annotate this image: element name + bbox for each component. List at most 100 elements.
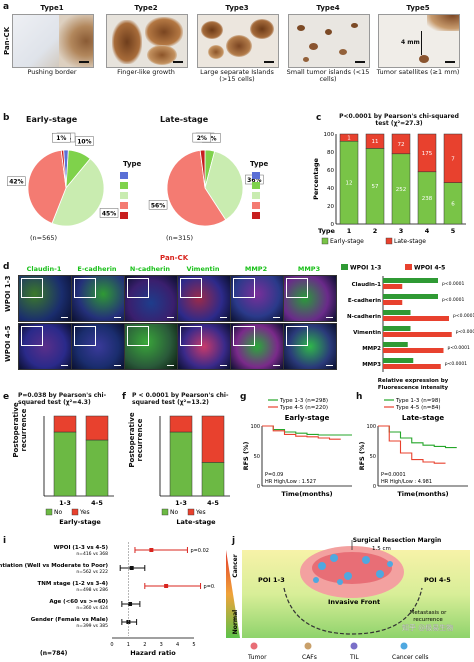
i-row-n-2: n=498 vs 286	[76, 587, 108, 593]
early-pie-pct-label-3: 45%	[102, 210, 116, 217]
caption-type4: Small tumor islands (<15 cells)	[286, 68, 370, 84]
c-y-tick: 80	[327, 150, 334, 156]
late-legend-swatch-3	[252, 192, 260, 199]
c-y-tick: 60	[327, 168, 334, 174]
i-point-0	[149, 548, 154, 552]
h-stat-2: HR High/Low : 4.981	[381, 479, 432, 485]
legend-cancer-cells-icon	[400, 642, 408, 650]
d-cat-label-2: N-cadherin	[347, 314, 381, 320]
scale-bar	[61, 316, 68, 318]
e-bar-no-1	[85, 439, 109, 497]
panel-f-title-line1: P < 0.0001 by Pearson's chi-	[132, 392, 229, 399]
d-bar-wpoi13-1	[383, 294, 438, 299]
panel-e-title: P=0.038 by Pearson's chi- squared test (…	[18, 392, 118, 406]
panel-label-g: g	[240, 392, 247, 402]
fluorescence-image-r2-c5	[230, 323, 284, 370]
late-pie-pct-label-3: 36%	[247, 177, 261, 184]
c-bar-late-3	[391, 133, 411, 155]
cancer-cells	[313, 554, 393, 585]
e-x-tick-0: 1-3	[59, 499, 71, 507]
zoom-inset	[233, 326, 255, 346]
panel-label-b: b	[3, 113, 10, 123]
g-stat-1: P=0.09	[265, 472, 283, 478]
panel-label-f: f	[122, 392, 126, 402]
forest-plot: WPOI (1-3 vs 4-5)n=416 vs 368 p=0.02 Diffe…	[0, 542, 215, 657]
type-label-5: Type5	[406, 4, 430, 12]
f-x-tick-1: 4-5	[207, 499, 219, 507]
g-curve-2	[262, 425, 341, 440]
i-point-1	[129, 566, 134, 570]
d-bar-wpoi13-5	[383, 358, 414, 363]
fluorescence-image-r1-c6	[283, 275, 337, 322]
late-legend-swatch-4	[252, 202, 260, 209]
c-x-tick-4: 4	[425, 227, 430, 235]
i-row-label-3: Age (<60 vs >=60)	[49, 599, 108, 605]
panel-label-j: j	[232, 536, 236, 546]
km-curve-late: Type 1-3 (n=98)Type 4-5 (n=84) Late-stage…	[358, 398, 468, 498]
panel-label-a: a	[3, 2, 10, 12]
cancer-normal-gradient	[226, 550, 240, 638]
d-pval-5: p<0.0001	[445, 361, 468, 367]
c-y-tick: 0	[331, 222, 335, 228]
f-group: Late-stage	[176, 518, 216, 526]
d-bar-wpoi13-4	[383, 342, 408, 347]
type-label-1: Type1	[40, 4, 64, 12]
f-bar-no-1	[201, 462, 225, 497]
h-curve-1	[378, 425, 457, 449]
fluorescence-image-r2-c6	[283, 323, 337, 370]
late-pie-slice-4	[166, 149, 227, 227]
d-bar-wpoi45-0	[383, 284, 403, 289]
watermark: 知乎 @极易生物	[402, 623, 453, 632]
ihc-image-type4	[288, 14, 370, 68]
legend-cafs: CAFs	[302, 654, 317, 661]
d-bar-wpoi45-5	[383, 364, 441, 369]
c-count-early-3: 252	[396, 187, 407, 193]
panel-f-title-line2: squared test (χ²=13.2)	[132, 398, 209, 406]
outcome-line2: recurrence	[413, 617, 443, 623]
caption-type5: Tumor satellites (≥1 mm)	[376, 68, 460, 76]
h-title: Late-stage	[402, 414, 444, 422]
d-pval-0: p<0.0001	[442, 281, 465, 287]
h-legend-1: Type 1-3 (n=98)	[395, 398, 441, 404]
c-x-tick-3: 3	[399, 227, 404, 235]
panel-c-title: P<0.0001 by Pearson's chi-squared test (…	[324, 113, 474, 127]
e-bar-no-0	[53, 431, 77, 497]
early-n-label: (n=565)	[30, 234, 58, 242]
measure-label: 4 mm	[401, 39, 420, 46]
c-x-tick-2: 2	[373, 227, 378, 235]
d-bar-wpoi45-1	[383, 300, 403, 305]
i-x-tick-5: 5	[192, 642, 195, 648]
legend-swatch-2	[120, 182, 128, 189]
c-bar-late-5	[443, 133, 463, 183]
c-legend-early-swatch	[321, 237, 329, 245]
pie-legend-title: Type	[123, 160, 142, 168]
c-count-early-4: 238	[422, 196, 433, 202]
d-legend-wpoi45-swatch	[405, 264, 412, 270]
g-y-tick: 0	[257, 484, 260, 490]
h-legend-2: Type 4-5 (n=84)	[395, 405, 441, 411]
panel-label-i: i	[3, 536, 7, 546]
i-n-total: (n=784)	[40, 650, 68, 657]
c-count-late-2: 11	[372, 139, 379, 145]
c-count-late-3: 72	[398, 142, 405, 148]
i-x-tick-0: 0	[110, 642, 113, 648]
i-row-n-3: n=360 vs 424	[76, 605, 108, 611]
zoom-inset	[74, 326, 96, 346]
i-x-tick-4: 4	[176, 642, 179, 648]
f-legend-yes: Yes	[195, 509, 206, 516]
zoom-inset	[127, 278, 149, 298]
scale-bar	[273, 364, 280, 366]
ihc-image-type3	[197, 14, 279, 68]
pan-ck-label: Pan-CK	[160, 254, 189, 262]
f-legend-no-swatch	[161, 508, 169, 516]
fluorescence-image-r1-c3	[124, 275, 178, 322]
c-y-tick: 40	[327, 186, 334, 192]
zoom-inset	[286, 326, 308, 346]
invasive-front-label: Invasive Front	[328, 598, 380, 606]
i-row-label-2: TNM stage (1-2 vs 3-4)	[37, 581, 108, 587]
ihc-image-type5: 4 mm	[378, 14, 460, 68]
legend-tumor: Tumor	[247, 654, 267, 661]
h-stat-1: P=0.0001	[381, 472, 406, 478]
zoom-inset	[21, 278, 43, 298]
